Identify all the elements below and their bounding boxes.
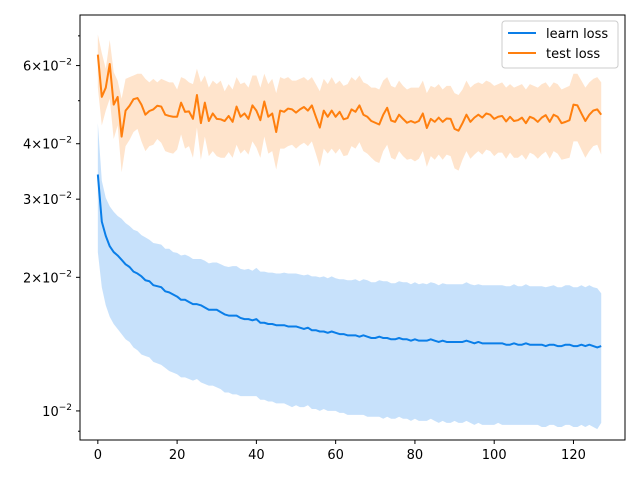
x-axis-ticks: 0 20 40 60 80 100 120	[94, 440, 586, 463]
y-tick-label: 2×10−2	[23, 269, 72, 286]
test-loss-line	[96, 54, 603, 138]
x-tick-label: 100	[482, 448, 507, 463]
y-tick-label: 3×10−2	[23, 191, 72, 208]
series-lines	[96, 54, 603, 349]
x-tick-label: 0	[94, 448, 102, 463]
y-tick-label: 4×10−2	[23, 136, 72, 153]
y-tick-label: 6×10−2	[23, 58, 72, 75]
x-tick-label: 120	[561, 448, 586, 463]
confidence-bands	[97, 34, 602, 430]
y-axis-ticks: 10−2 2×10−2 3×10−2 4×10−2 6×10−2	[23, 35, 80, 432]
plot-frame	[79, 14, 626, 441]
learn-loss-line	[96, 174, 602, 349]
legend-label-test-loss: test loss	[546, 47, 600, 62]
test-loss-band	[97, 34, 602, 173]
learn-loss-band	[97, 123, 602, 430]
y-tick-label: 10−2	[42, 403, 72, 420]
legend-label-learn-loss: learn loss	[546, 27, 608, 42]
x-tick-label: 60	[327, 448, 344, 463]
x-tick-label: 80	[407, 448, 424, 463]
x-tick-label: 20	[169, 448, 186, 463]
x-tick-label: 40	[248, 448, 265, 463]
legend: learn loss test loss	[501, 20, 619, 69]
